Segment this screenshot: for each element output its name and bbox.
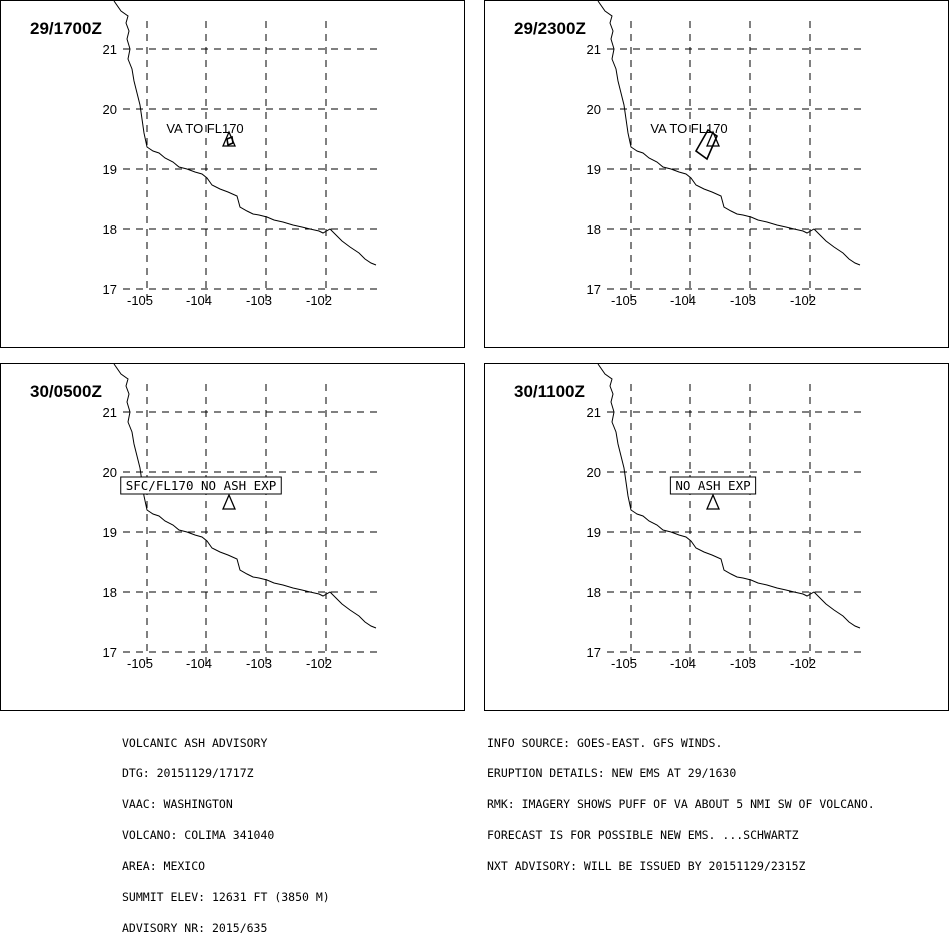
advisory-line: DTG: 20151129/1717Z (122, 766, 254, 781)
longitude-label: -104 (186, 656, 212, 671)
panel-time-label: 29/2300Z (514, 19, 586, 38)
latitude-label: 17 (587, 282, 601, 297)
triangle-icon (222, 493, 236, 510)
latitude-label: 17 (103, 645, 117, 660)
longitude-label: -102 (790, 293, 816, 308)
map-canvas: 21 20 19 18 17 -105 -104 -103 -102 SFC/FL170 NO A… (103, 364, 377, 671)
longitude-label: -105 (611, 656, 637, 671)
advisory-header-block: VOLCANIC ASH ADVISORY DTG: 20151129/1717… (122, 717, 330, 944)
map-panel-2: 21 20 19 18 17 -105 -104 -103 -102 VA TO FL170 29… (484, 0, 949, 348)
latitude-label: 20 (587, 465, 601, 480)
longitude-label: -104 (670, 293, 696, 308)
latitude-label: 21 (587, 405, 601, 420)
latitude-label: 18 (103, 222, 117, 237)
latitude-label: 20 (103, 465, 117, 480)
latitude-label: 17 (587, 645, 601, 660)
latitude-label: 18 (587, 585, 601, 600)
latitude-label: 18 (587, 222, 601, 237)
latitude-label: 19 (103, 162, 117, 177)
advisory-remarks-block: INFO SOURCE: GOES-EAST. GFS WINDS. ERUPT… (487, 717, 875, 882)
ash-cloud-outline (226, 135, 234, 147)
coastline (597, 364, 861, 629)
latitude-label: 17 (103, 282, 117, 297)
advisory-line: ADVISORY NR: 2015/635 (122, 920, 268, 935)
latitude-label: 19 (587, 525, 601, 540)
longitude-label: -103 (246, 293, 272, 308)
latitude-label: 21 (587, 42, 601, 57)
map-canvas: 21 20 19 18 17 -105 -104 -103 -102 NO ASH EXP (587, 364, 861, 671)
longitude-label: -102 (790, 656, 816, 671)
longitude-label: -103 (730, 293, 756, 308)
coastline (113, 1, 377, 266)
map-canvas: 21 20 19 18 17 -105 -104 -103 -102 VA TO FL170 (103, 1, 377, 308)
coastline (597, 1, 861, 266)
longitude-label: -105 (611, 293, 637, 308)
latitude-label: 19 (587, 162, 601, 177)
panel-time-label: 30/1100Z (514, 382, 585, 401)
map-panel-1: 21 20 19 18 17 -105 -104 -103 -102 VA TO FL170 29… (0, 0, 465, 348)
longitude-label: -102 (306, 656, 332, 671)
latitude-label: 21 (103, 405, 117, 420)
longitude-label: -105 (127, 656, 153, 671)
advisory-line: VOLCANO: COLIMA 341040 (122, 828, 275, 843)
longitude-label: -102 (306, 293, 332, 308)
ash-forecast-label: VA TO FL170 (650, 121, 727, 136)
advisory-line: NXT ADVISORY: WILL BE ISSUED BY 20151129… (487, 859, 806, 874)
longitude-label: -104 (186, 293, 212, 308)
advisory-line: ERUPTION DETAILS: NEW EMS AT 29/1630 (487, 766, 737, 781)
latitude-label: 20 (587, 102, 601, 117)
map-panel-4: 21 20 19 18 17 -105 -104 -103 -102 NO ASH EXP 30/… (484, 363, 949, 711)
advisory-line: VOLCANIC ASH ADVISORY (122, 735, 268, 750)
panel-time-label: 30/0500Z (30, 382, 102, 401)
advisory-line: INFO SOURCE: GOES-EAST. GFS WINDS. (487, 735, 723, 750)
latitude-label: 18 (103, 585, 117, 600)
advisory-line: SUMMIT ELEV: 12631 FT (3850 M) (122, 890, 330, 905)
advisory-line: FORECAST IS FOR POSSIBLE NEW EMS. ...SCH… (487, 828, 799, 843)
latitude-label: 19 (103, 525, 117, 540)
longitude-label: -103 (730, 656, 756, 671)
latitude-label: 20 (103, 102, 117, 117)
coastline (113, 364, 377, 629)
ash-forecast-label: SFC/FL170 NO ASH EXP (126, 478, 277, 493)
advisory-line: VAAC: WASHINGTON (122, 797, 233, 812)
advisory-line: AREA: MEXICO (122, 859, 206, 874)
latitude-label: 21 (103, 42, 117, 57)
ash-forecast-label-box (669, 476, 757, 495)
map-panel-3: 21 20 19 18 17 -105 -104 -103 -102 SFC/FL170 NO A… (0, 363, 465, 711)
longitude-label: -104 (670, 656, 696, 671)
ash-forecast-label: NO ASH EXP (675, 478, 750, 493)
panel-time-label: 29/1700Z (30, 19, 102, 38)
ash-forecast-label-box (120, 476, 282, 495)
triangle-icon (706, 493, 720, 510)
map-canvas: 21 20 19 18 17 -105 -104 -103 -102 VA TO FL170 (587, 1, 861, 308)
ash-cloud-outline (694, 128, 719, 161)
ash-forecast-label: VA TO FL170 (166, 121, 243, 136)
longitude-label: -103 (246, 656, 272, 671)
longitude-label: -105 (127, 293, 153, 308)
advisory-line: RMK: IMAGERY SHOWS PUFF OF VA ABOUT 5 NM… (487, 797, 875, 812)
